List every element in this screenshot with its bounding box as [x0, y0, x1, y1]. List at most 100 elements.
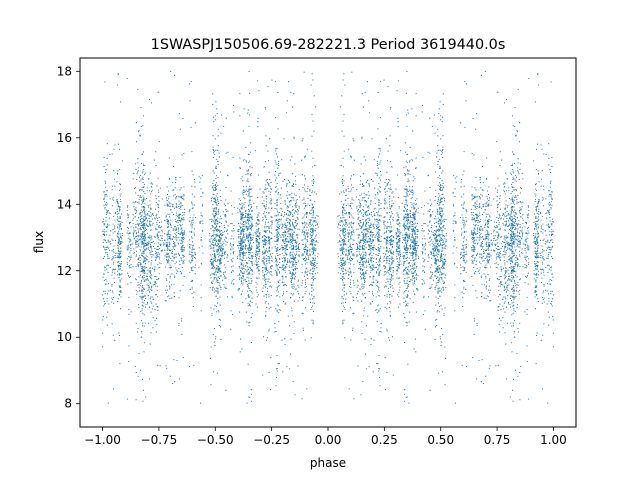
data-point	[161, 240, 163, 242]
data-point	[282, 265, 284, 267]
data-point	[269, 231, 271, 233]
data-point	[438, 108, 440, 110]
data-point	[344, 263, 346, 265]
data-point	[219, 270, 221, 272]
data-point	[305, 307, 307, 309]
data-point	[488, 261, 490, 263]
data-point	[211, 241, 213, 243]
data-point	[370, 238, 372, 240]
data-point	[311, 268, 313, 270]
data-point	[357, 300, 359, 302]
data-point	[108, 224, 110, 226]
data-point	[441, 201, 443, 203]
data-point	[352, 280, 354, 282]
data-point	[311, 180, 313, 182]
data-point	[246, 180, 248, 182]
data-point	[149, 275, 151, 277]
data-point	[173, 242, 175, 243]
data-point	[340, 254, 342, 256]
data-point	[511, 253, 513, 255]
data-point	[412, 241, 414, 243]
data-point	[211, 235, 213, 237]
data-point	[535, 251, 537, 253]
data-point	[379, 220, 381, 222]
data-point	[290, 236, 292, 238]
data-point	[128, 313, 130, 315]
data-point	[482, 189, 484, 191]
data-point	[407, 273, 408, 275]
data-point	[435, 218, 437, 220]
data-point	[443, 225, 445, 227]
data-point	[292, 285, 294, 287]
data-point	[109, 234, 111, 236]
data-point	[415, 167, 417, 169]
data-point	[292, 277, 293, 279]
data-point	[297, 279, 299, 281]
data-point	[368, 213, 370, 215]
data-point	[349, 253, 351, 255]
data-point	[408, 276, 410, 278]
data-point	[488, 220, 490, 222]
data-point	[548, 248, 550, 250]
data-point	[443, 225, 445, 227]
data-point	[520, 252, 522, 254]
data-point	[140, 262, 142, 264]
data-point	[303, 248, 305, 250]
data-point	[150, 102, 152, 104]
data-point	[268, 249, 270, 251]
data-point	[408, 290, 410, 292]
data-point	[509, 259, 511, 261]
data-point	[522, 233, 524, 235]
data-point	[276, 204, 278, 206]
data-point	[396, 253, 398, 255]
data-point	[496, 195, 498, 197]
data-point	[525, 232, 527, 234]
data-point	[143, 232, 145, 234]
data-point	[246, 236, 248, 238]
data-point	[257, 219, 259, 221]
data-point	[383, 217, 385, 219]
data-point	[493, 198, 495, 200]
data-point	[149, 246, 151, 248]
data-point	[348, 213, 350, 215]
data-point	[398, 246, 400, 248]
data-point	[309, 223, 311, 225]
data-point	[141, 214, 143, 216]
data-point	[341, 264, 343, 266]
data-point	[306, 191, 308, 193]
data-point	[406, 218, 408, 220]
data-point	[498, 185, 500, 187]
data-point	[360, 239, 362, 241]
data-point	[361, 232, 363, 234]
data-point	[547, 402, 549, 404]
data-point	[143, 287, 145, 289]
data-point	[248, 245, 250, 247]
data-point	[248, 219, 250, 221]
data-point	[434, 199, 436, 201]
data-point	[433, 250, 435, 252]
data-point	[210, 262, 212, 264]
data-point	[317, 253, 319, 255]
data-point	[146, 232, 148, 234]
data-point	[350, 232, 352, 234]
data-point	[174, 187, 176, 189]
data-point	[397, 121, 399, 123]
data-point	[498, 235, 500, 237]
data-point	[363, 244, 365, 246]
data-point	[302, 254, 304, 256]
data-point	[350, 250, 352, 252]
data-point	[437, 297, 439, 299]
data-point	[358, 247, 360, 249]
data-point	[302, 186, 304, 188]
data-point	[127, 272, 129, 274]
data-point	[141, 293, 143, 295]
data-point	[350, 270, 352, 272]
data-point	[438, 234, 440, 236]
data-point	[378, 220, 380, 222]
data-point	[505, 204, 507, 206]
data-point	[316, 224, 318, 226]
data-point	[150, 301, 152, 303]
data-point	[376, 220, 378, 222]
data-point	[445, 246, 447, 248]
data-point	[304, 178, 306, 180]
